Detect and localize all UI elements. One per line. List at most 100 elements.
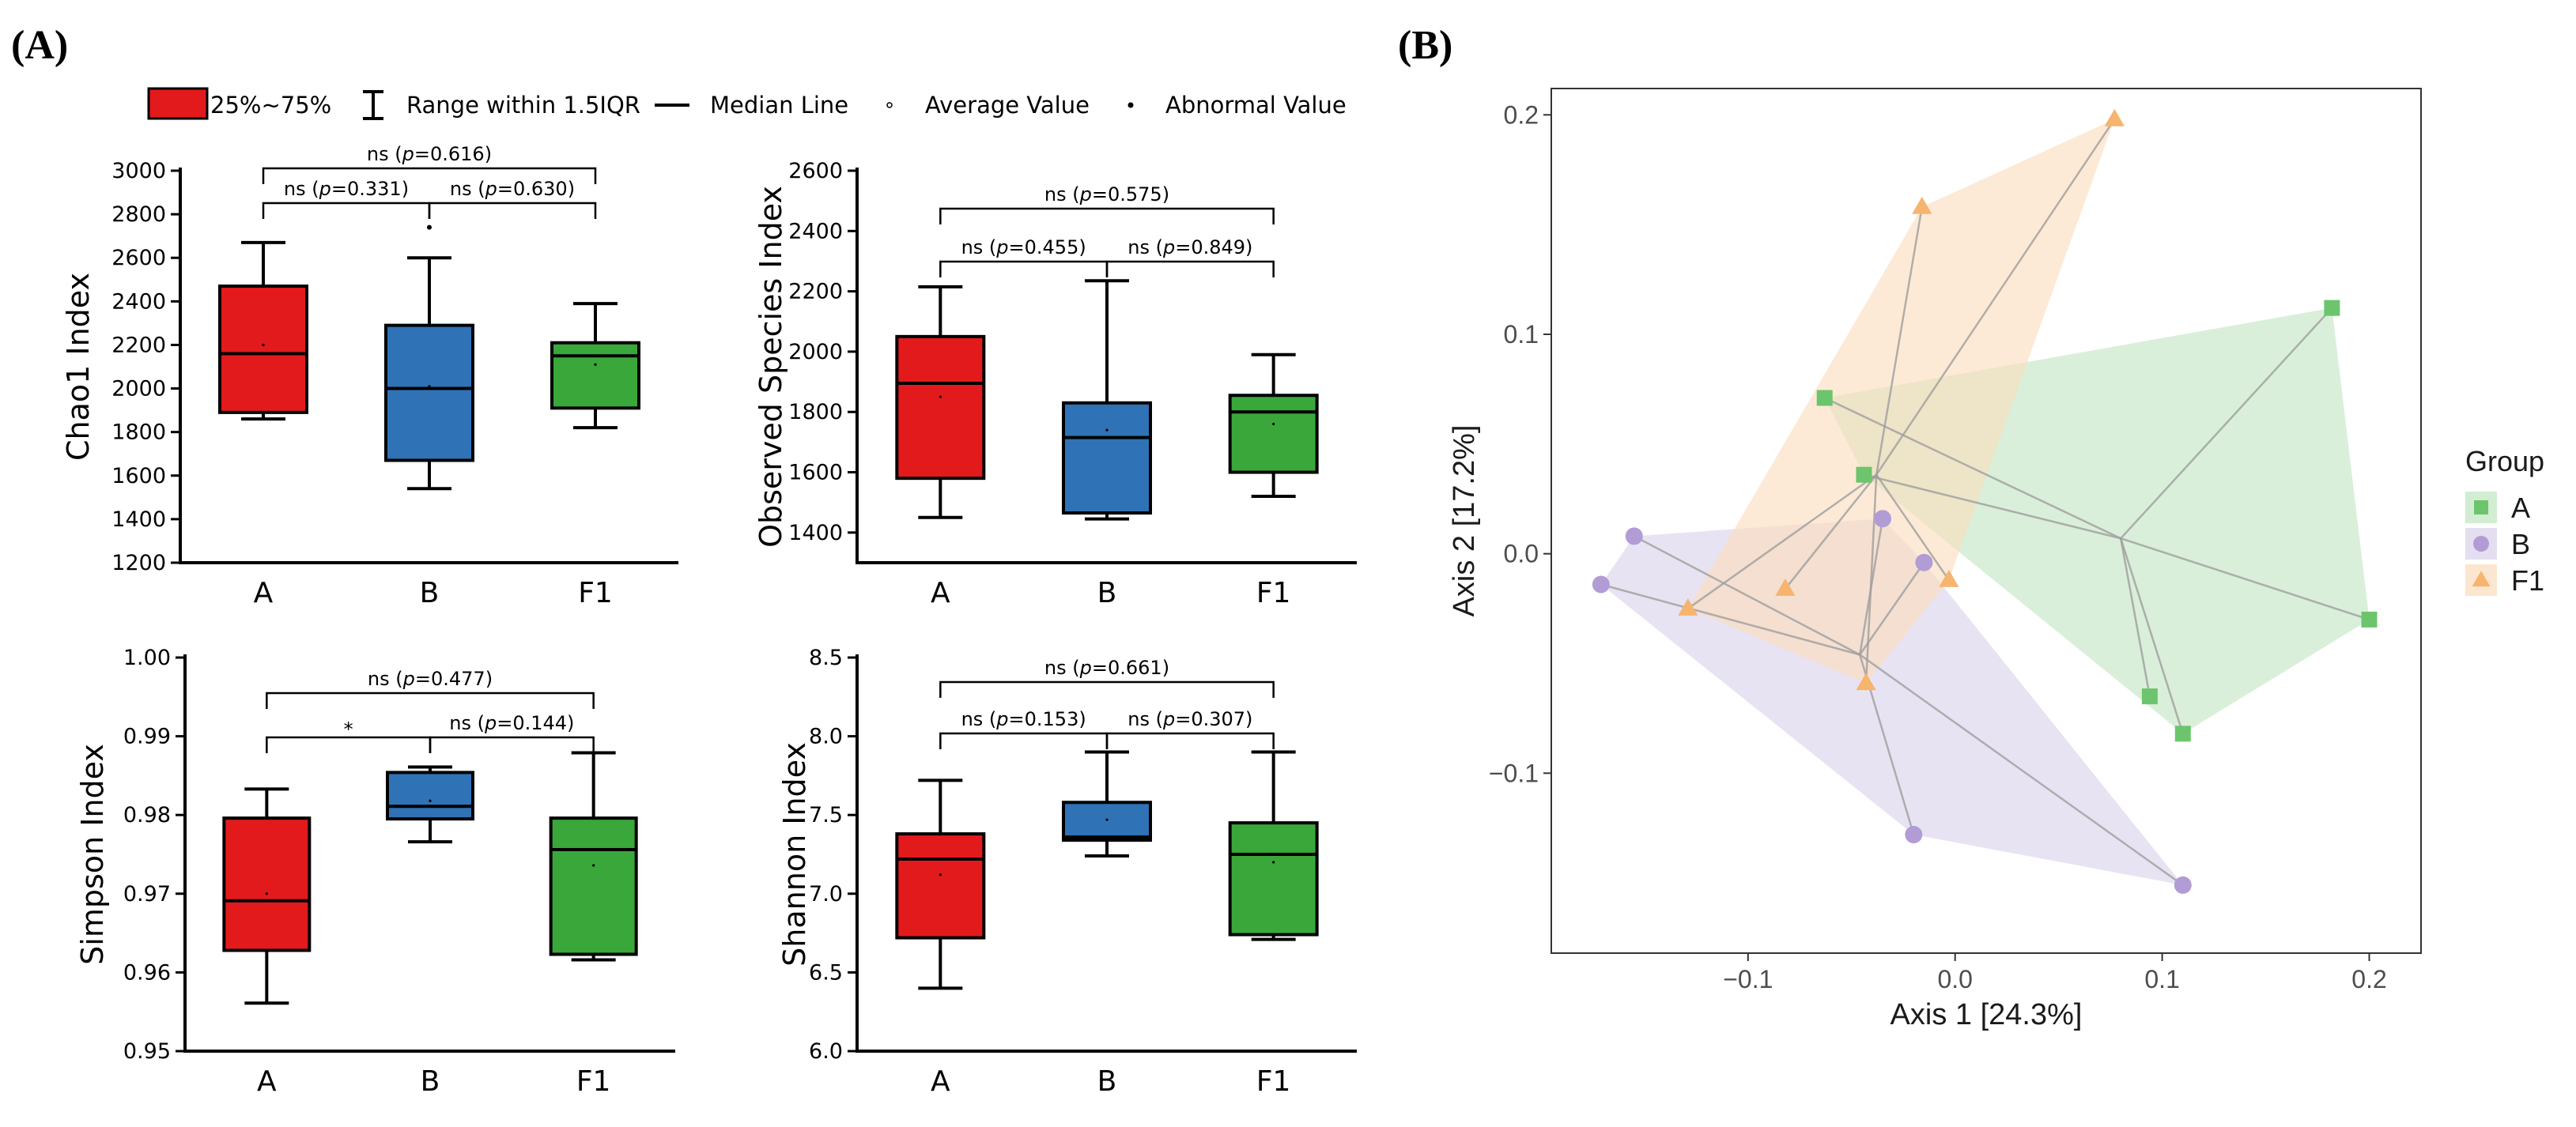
significance-bracket <box>428 202 597 219</box>
y-tick-label: 2400 <box>111 289 166 314</box>
significance-open-paren: ( <box>390 668 403 690</box>
iqr-box <box>549 816 638 956</box>
x-category-label: A <box>931 577 950 609</box>
panel-a-tag: (A) <box>11 23 68 68</box>
point-f1 <box>1856 673 1876 691</box>
point-b <box>2174 876 2192 894</box>
y-axis-title: Shannon Index <box>777 742 812 967</box>
point-f1 <box>2104 108 2125 126</box>
significance-ns: ns <box>1127 236 1150 258</box>
point-a <box>1856 466 1872 483</box>
x-category-label: B <box>421 1065 440 1098</box>
x-tick-label: 0.0 <box>1937 965 1972 993</box>
legend-marker-a <box>2474 500 2488 514</box>
mean-marker <box>1105 818 1109 821</box>
x-category-label: F1 <box>576 1065 611 1098</box>
y-tick-label: 2600 <box>788 159 843 183</box>
significance-bracket <box>939 732 1109 749</box>
y-tick-label: 1400 <box>111 507 166 532</box>
significance-value: =0.575 <box>1092 183 1162 205</box>
y-tick-label: 0.95 <box>123 1039 171 1064</box>
significance-close-paren: ) <box>1162 183 1169 205</box>
x-category-label: B <box>420 577 440 609</box>
legend-abnormal-label: Abnormal Value <box>1165 92 1347 119</box>
significance-value: =0.307 <box>1175 708 1245 730</box>
spider-line-a <box>2120 307 2333 540</box>
y-tick-label: 1.00 <box>123 646 171 670</box>
significance-value: =0.477 <box>415 668 485 690</box>
spider-line-a <box>1824 397 2121 540</box>
point-a <box>2324 300 2340 316</box>
significance-bracket <box>1105 732 1275 749</box>
simpson-boxplot: 0.95 0.96 0.97 0.98 0.99 1.00 Simpson Index A B F… <box>75 646 675 1098</box>
y-tick-label: 0.1 <box>1504 320 1539 349</box>
significance-label: ns (p=0.661) <box>1044 657 1169 679</box>
significance-value: =0.144 <box>497 712 567 734</box>
x-tick-label: −0.1 <box>1723 965 1773 993</box>
y-tick-label: 6.5 <box>809 960 843 985</box>
spider-line-f1 <box>1687 473 1877 610</box>
point-f1 <box>1912 196 1932 214</box>
y-tick-label: 8.0 <box>809 725 843 749</box>
significance-label: ns (p=0.616) <box>367 143 492 165</box>
mean-marker <box>939 873 942 876</box>
significance-label: ns (p=0.575) <box>1044 183 1169 205</box>
significance-close-paren: ) <box>1245 236 1252 258</box>
significance-open-paren: ( <box>1067 657 1080 679</box>
y-tick-label: 6.0 <box>809 1039 843 1064</box>
box-A <box>895 778 986 990</box>
significance-ns: ns <box>367 143 389 165</box>
box-legend: 25%~75% Range within 1.5IQR Median Line … <box>147 87 1347 120</box>
legend-range-icon <box>363 90 383 120</box>
point-a <box>2174 726 2191 742</box>
y-tick-label: 2000 <box>788 340 843 364</box>
point-b <box>1905 826 1923 844</box>
point-b <box>1592 575 1610 594</box>
box-B <box>384 256 474 491</box>
spider-line-a <box>2120 537 2185 734</box>
iqr-box <box>550 341 640 410</box>
y-tick-label: 1400 <box>788 521 843 545</box>
significance-p: p <box>1162 708 1175 730</box>
mean-marker <box>262 343 265 347</box>
significance-p: p <box>402 143 414 165</box>
legend-title: Group <box>2465 445 2544 477</box>
x-category-label: F1 <box>1256 577 1291 609</box>
significance-label: ns (p=0.849) <box>1127 236 1252 258</box>
significance-open-paren: ( <box>472 178 485 200</box>
iqr-box <box>222 816 312 952</box>
significance-value: =0.331 <box>331 178 402 200</box>
significance-value: =0.661 <box>1092 657 1162 679</box>
significance-label: * <box>344 718 353 741</box>
y-axis-title: Observed Species Index <box>754 186 788 548</box>
legend-abnormal-icon <box>1127 102 1134 108</box>
hull-f1 <box>1687 119 2115 684</box>
significance-open-paren: ( <box>1150 236 1163 258</box>
box-B <box>386 765 474 844</box>
significance-p: p <box>1162 236 1175 258</box>
significance-ns: ns <box>368 668 390 690</box>
point-a <box>2141 688 2158 705</box>
spider-line-f1 <box>1875 206 1924 475</box>
panel-b-tag: (B) <box>1398 23 1452 68</box>
point-f1 <box>1775 579 1796 596</box>
iqr-box <box>895 832 986 940</box>
significance-close-paren: ) <box>485 668 493 690</box>
iqr-box <box>384 323 474 462</box>
point-b <box>1625 527 1643 545</box>
significance-bracket <box>939 207 1275 224</box>
y-axis-title: Axis 2 [17.2%] <box>1448 425 1481 617</box>
significance-ns: ns <box>284 178 306 200</box>
y-tick-label: 3000 <box>111 159 166 183</box>
significance-bracket <box>939 680 1275 698</box>
y-tick-label: 0.99 <box>123 725 171 749</box>
significance-open-paren: ( <box>306 178 319 200</box>
box-F1 <box>1228 352 1319 499</box>
significance-bracket <box>262 167 597 184</box>
significance-open-paren: ( <box>983 708 996 730</box>
y-tick-label: 0.2 <box>1504 100 1539 129</box>
x-category-label: F1 <box>578 577 613 609</box>
x-tick-label: 0.1 <box>2144 965 2179 993</box>
y-tick-label: 8.5 <box>809 646 843 670</box>
